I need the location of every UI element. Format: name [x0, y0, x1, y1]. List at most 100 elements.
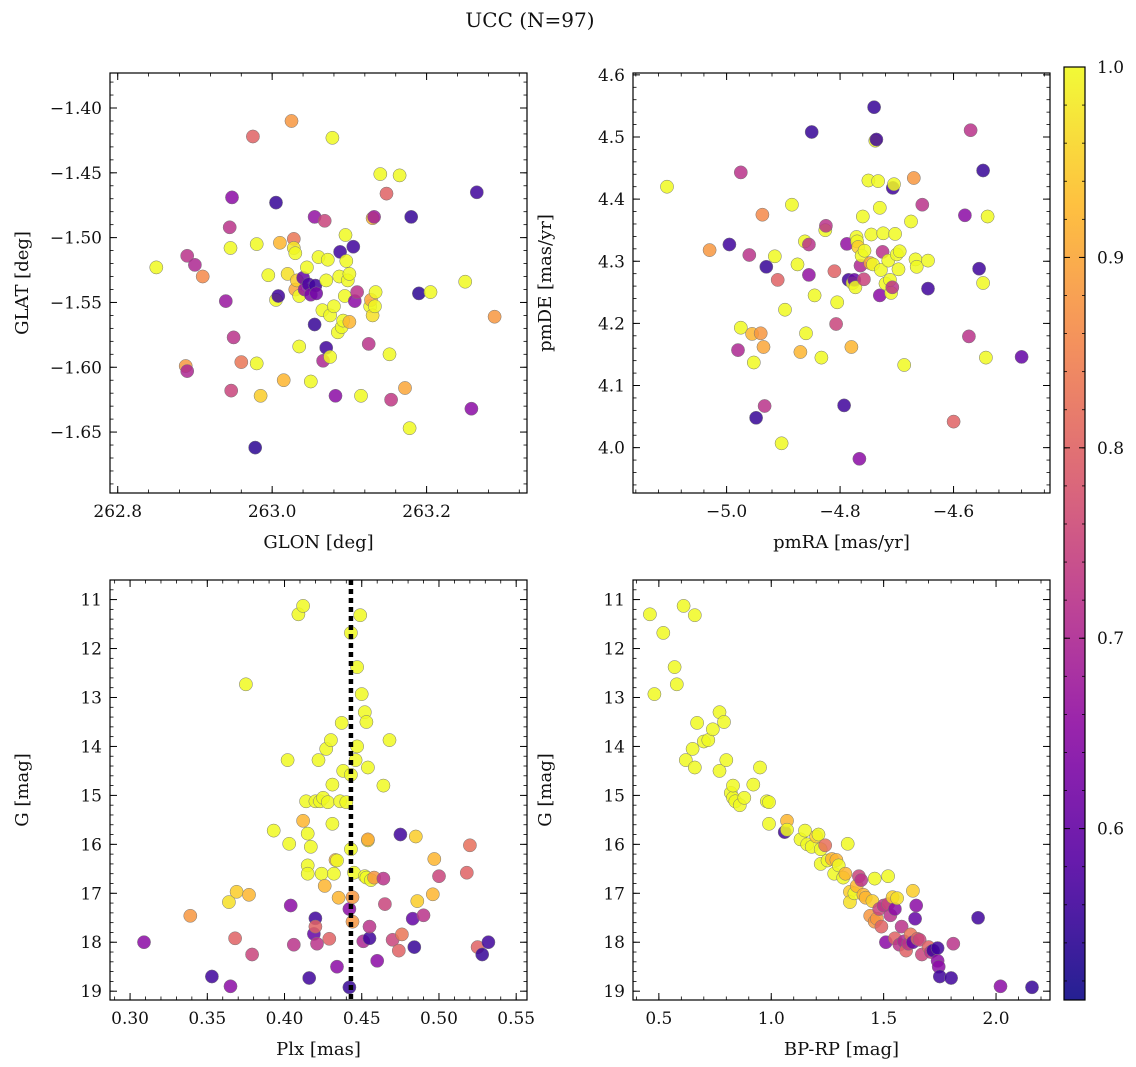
scatter-point [382, 347, 397, 362]
scatter-point [412, 286, 426, 301]
x-tick-label: 0.30 [111, 1009, 149, 1029]
scatter-point [712, 764, 727, 778]
scatter-point [416, 908, 431, 923]
scatter-point [946, 414, 961, 429]
y-tick-label: −1.55 [50, 293, 102, 313]
scatter-point [300, 826, 315, 841]
scatter-point [475, 947, 490, 962]
scatter-point [303, 374, 318, 389]
axes-frame [109, 72, 528, 494]
scatter-point [325, 777, 340, 792]
axes-frame [632, 72, 1051, 494]
scatter-point [249, 237, 264, 251]
scatter-point [325, 816, 340, 831]
scatter-point [361, 760, 375, 775]
scatter-point [410, 894, 425, 908]
y-tick-label: 4.4 [598, 190, 625, 210]
scatter-point [276, 373, 291, 388]
scatter-point [921, 281, 935, 296]
scatter-point [854, 873, 869, 887]
scatter-point [382, 733, 397, 747]
scatter-point [458, 274, 473, 289]
scatter-point [894, 919, 909, 934]
scatter-points [137, 599, 496, 995]
scatter-point [249, 356, 264, 371]
scatter-point [218, 294, 233, 308]
y-tick-label: −1.45 [50, 164, 102, 184]
scatter-point [307, 317, 322, 332]
scatter-point [354, 687, 369, 701]
scatter-point [392, 168, 407, 183]
scatter-point [228, 931, 242, 946]
scatter-point [687, 608, 702, 623]
scatter-point [368, 285, 383, 299]
scatter-panel: −5.0 −4.8 −4.6 4.0 4.1 4.2 4.3 4.4 4.5 4.6 pmRA [m… [535, 66, 1051, 553]
scatter-point [790, 257, 805, 272]
axes-frame [109, 579, 528, 1001]
scatter-point [759, 259, 774, 274]
scatter-point [292, 339, 307, 354]
scatter-point [324, 733, 338, 747]
scatter-point [818, 838, 833, 853]
scatter-point [906, 171, 921, 185]
scatter-point [224, 383, 239, 398]
scatter-point [848, 280, 863, 295]
scatter-point [248, 440, 263, 455]
scatter-point [1014, 350, 1029, 364]
scatter-point [368, 299, 382, 314]
scatter-point [395, 927, 409, 942]
scatter-point [226, 330, 241, 345]
scatter-panel: 0.30 0.35 0.40 0.45 0.50 0.55 11 12 13 14 15 16 17 18… [12, 579, 535, 1060]
scatter-point [286, 937, 301, 952]
scatter-point [667, 660, 682, 674]
scatter-point [811, 827, 826, 842]
scatter-point [885, 280, 900, 295]
scatter-point [867, 871, 882, 886]
scatter-point [891, 262, 906, 277]
scatter-point [302, 971, 317, 985]
scatter-point [687, 760, 702, 775]
scatter-point [362, 919, 377, 934]
scatter-point [979, 350, 993, 365]
scatter-point [398, 381, 412, 395]
scatter-point [958, 208, 972, 223]
y-axis-label: G [mag] [535, 753, 556, 826]
scatter-point [296, 813, 310, 828]
scatter-point [946, 936, 961, 951]
scatter-point [269, 195, 283, 210]
scatter-point [350, 660, 364, 674]
scatter-point [678, 753, 693, 767]
scatter-point [407, 940, 422, 954]
scatter-point [874, 263, 888, 277]
scatter-point [874, 919, 889, 934]
scatter-point [944, 971, 958, 985]
scatter-point [814, 350, 829, 365]
x-tick-label: 0.55 [497, 1009, 535, 1029]
scatter-point [379, 186, 394, 201]
scatter-point [685, 742, 700, 756]
colorbar: 0.6 0.7 0.8 0.9 1.0 [1063, 58, 1124, 1001]
x-axis-label: pmRA [mas/yr] [773, 532, 910, 553]
scatter-point [656, 626, 671, 640]
scatter-point [872, 288, 887, 303]
scatter-point [855, 209, 870, 224]
scatter-point [266, 823, 281, 838]
scatter-point [284, 114, 299, 128]
scatter-panel: 0.5 1.0 1.5 2.0 11 12 13 14 15 16 17 18 19 BP-RP [mag… [535, 579, 1051, 1060]
x-tick-label: 0.40 [266, 1009, 304, 1029]
x-tick-label: 0.45 [343, 1009, 381, 1029]
scatter-point [459, 865, 474, 880]
scatter-point [827, 264, 842, 279]
y-tick-label: −1.60 [50, 358, 102, 378]
colorbar-frame [1063, 66, 1086, 1001]
scatter-point [753, 760, 767, 775]
scatter-point [342, 267, 357, 281]
scatter-point [799, 326, 813, 341]
scatter-point [756, 340, 771, 354]
scatter-point [319, 273, 334, 288]
y-tick-label: 19 [80, 982, 102, 1002]
x-tick-label: 263.2 [402, 502, 451, 522]
scatter-point [669, 677, 684, 692]
scatter-point [346, 239, 361, 254]
scatter-point [359, 715, 374, 729]
